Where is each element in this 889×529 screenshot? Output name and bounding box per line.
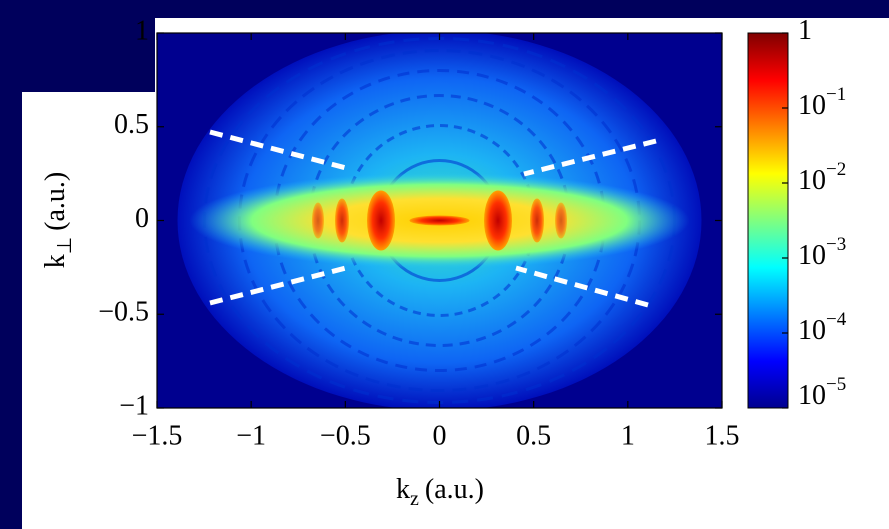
colorbar-tick-label: 1 — [798, 15, 812, 46]
x-tick-label: −1.5 — [132, 420, 183, 451]
x-axis-label: kz (a.u.) — [396, 474, 484, 509]
y-tick-label: −0.5 — [98, 297, 149, 328]
y-tick-label: 0 — [135, 203, 149, 234]
colorbar-tick-base: 1 — [798, 15, 812, 46]
colorbar-tick-base: 10 — [798, 240, 826, 271]
colorbar-tick-label: 10−5 — [798, 374, 846, 411]
colorbar-tick-power: −3 — [826, 234, 846, 255]
y-tick-label: 1 — [135, 15, 149, 46]
colorbar-tick-power: −4 — [826, 309, 847, 330]
heatmap-image — [157, 33, 722, 408]
y-tick-label: 0.5 — [114, 109, 149, 140]
slide-corner — [0, 0, 155, 92]
colorbar-tick-power: −2 — [826, 159, 846, 180]
x-tick-label: 1 — [621, 420, 635, 451]
colorbar-tick-label: 10−2 — [798, 159, 846, 196]
x-tick-label: −1 — [236, 420, 266, 451]
x-tick-label: 0.5 — [516, 420, 551, 451]
colorbar-tick-base: 10 — [798, 90, 826, 121]
colorbar-tick-power: −5 — [826, 374, 846, 395]
colorbar-tick-base: 10 — [798, 380, 826, 411]
x-tick-label: 0 — [433, 420, 447, 451]
colorbar — [747, 32, 789, 409]
x-tick-label: −0.5 — [320, 420, 371, 451]
colorbar-tick-label: 10−1 — [798, 84, 846, 121]
y-tick-label: −1 — [119, 390, 149, 421]
x-tick-label: 1.5 — [705, 420, 740, 451]
colorbar-tick-base: 10 — [798, 315, 826, 346]
colorbar-tick-power: −1 — [826, 84, 846, 105]
y-axis-label: k⊥(a.u.) — [40, 172, 75, 269]
colorbar-tick-label: 10−4 — [798, 309, 847, 346]
colorbar-tick-label: 10−3 — [798, 234, 846, 271]
colorbar-tick-base: 10 — [798, 165, 826, 196]
